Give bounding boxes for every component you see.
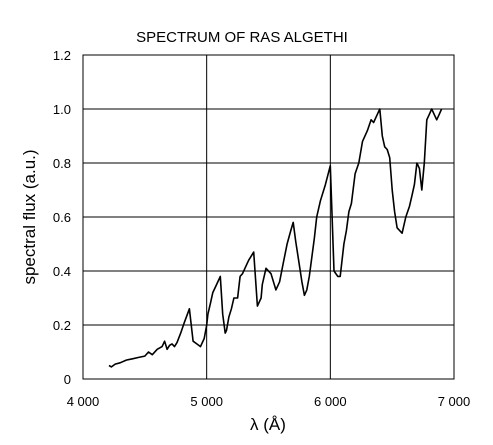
y-tick-label: 0: [64, 372, 71, 387]
y-axis-tick-labels: 0 0.2 0.4 0.6 0.8 1.0 1.2: [53, 48, 71, 387]
grid: [83, 55, 454, 379]
y-tick-label: 1.0: [53, 102, 71, 117]
y-axis-title: spectral flux (a.u.): [20, 149, 39, 284]
x-tick-label: 7 000: [438, 394, 471, 409]
y-tick-label: 0.4: [53, 264, 71, 279]
chart-title: SPECTRUM OF RAS ALGETHI: [136, 29, 348, 46]
x-tick-label: 5 000: [190, 394, 223, 409]
spectrum-line: [108, 108, 443, 368]
y-tick-label: 0.8: [53, 156, 71, 171]
plot-area-frame: [82, 54, 455, 380]
y-tick-label: 0.2: [53, 318, 71, 333]
x-tick-label: 4 000: [67, 394, 100, 409]
x-axis-tick-labels: 4 000 5 000 6 000 7 000: [67, 394, 471, 409]
y-tick-label: 1.2: [53, 48, 71, 63]
x-axis-title: λ (Å): [250, 415, 286, 434]
y-tick-label: 0.6: [53, 210, 71, 225]
x-tick-label: 6 000: [314, 394, 347, 409]
